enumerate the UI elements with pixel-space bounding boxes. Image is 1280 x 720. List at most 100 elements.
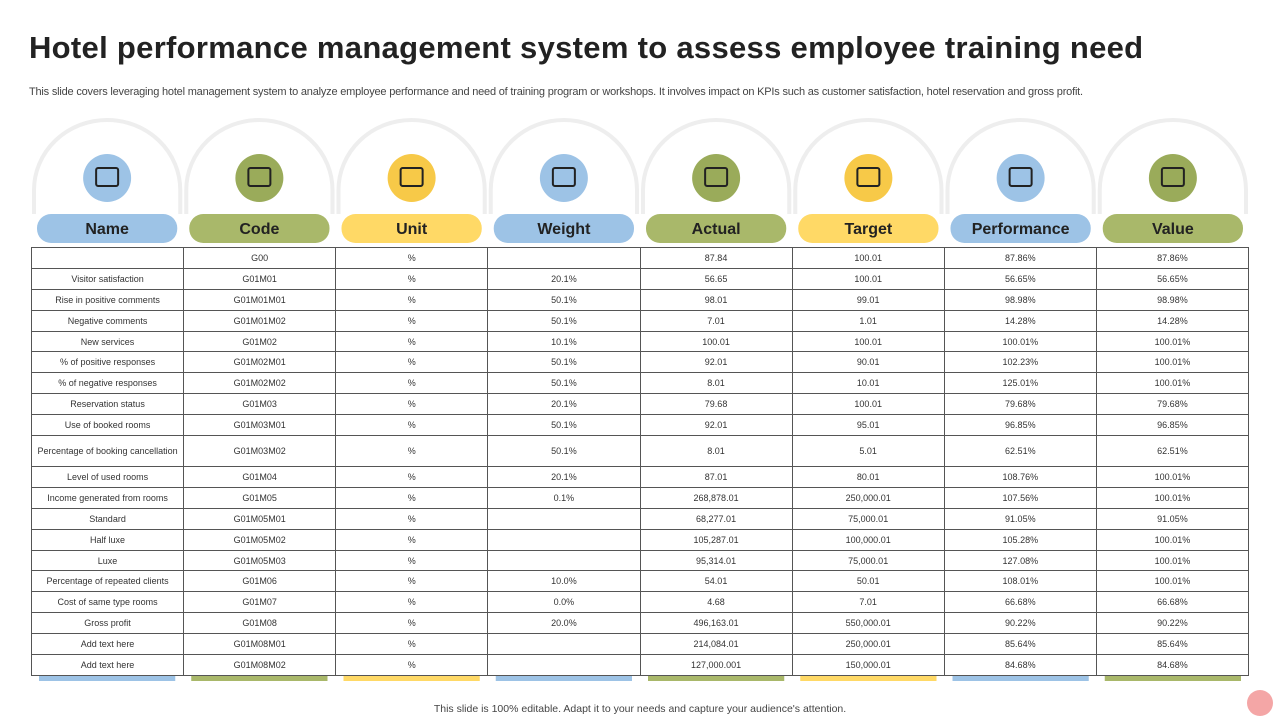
table-cell: 95.01 bbox=[791, 414, 945, 437]
icon-circle bbox=[387, 154, 436, 202]
table-cell: % bbox=[335, 414, 489, 437]
table-row: Luxe G01M05M03% 95,314.01 75,000.01 127.08% 1… bbox=[30, 549, 1250, 572]
table-cell: 84.68% bbox=[1095, 654, 1250, 676]
table-cell: 99.01 bbox=[791, 288, 945, 311]
table-cell bbox=[487, 654, 641, 676]
table-cell: 105.28% bbox=[943, 528, 1097, 551]
table-cell: 66.68% bbox=[943, 591, 1097, 614]
column-header: Target bbox=[845, 221, 893, 238]
table-cell: New services bbox=[30, 330, 185, 353]
table-cell: 91.05% bbox=[1095, 507, 1250, 530]
table-row: Cost of same type rooms G01M07% 0.0% 4.68 7.… bbox=[30, 591, 1250, 614]
table-cell: 268,878.01 bbox=[639, 486, 793, 509]
icon-circle bbox=[539, 154, 588, 202]
table-cell: % of negative responses bbox=[30, 372, 185, 395]
table-row: Negative comments G01M01M02% 50.1% 7.01 1.01… bbox=[30, 309, 1250, 332]
table-cell: 98.98% bbox=[943, 288, 1097, 311]
table-cell: % bbox=[335, 393, 489, 416]
table-cell: 250,000.01 bbox=[791, 486, 945, 509]
icon-circle bbox=[692, 154, 741, 202]
icon-glyph bbox=[704, 167, 729, 187]
bottom-bar bbox=[191, 676, 328, 681]
table-row: Visitor satisfaction G01M01% 20.1% 56.65 100… bbox=[30, 267, 1250, 290]
table-cell: % of positive responses bbox=[30, 351, 185, 374]
table-cell: % bbox=[335, 528, 489, 551]
table-cell: 496,163.01 bbox=[639, 612, 793, 635]
table-cell: % bbox=[335, 591, 489, 614]
header-pill bbox=[341, 214, 482, 243]
table-cell: 100.01% bbox=[1095, 330, 1250, 353]
table-cell: 98.01 bbox=[639, 288, 793, 311]
table-cell: 98.98% bbox=[1095, 288, 1250, 311]
table-cell: 127.08% bbox=[943, 549, 1097, 572]
table-cell: 96.85% bbox=[1095, 414, 1250, 437]
table-cell: % bbox=[335, 570, 489, 593]
table-cell: 0.1% bbox=[487, 486, 641, 509]
table-row: Percentage of repeated clients G01M06% 10.… bbox=[30, 570, 1250, 593]
table-cell: 50.1% bbox=[487, 414, 641, 437]
table-cell bbox=[487, 549, 641, 572]
table-cell: 100.01 bbox=[791, 330, 945, 353]
bottom-bar bbox=[648, 676, 785, 681]
table-cell: 100.01% bbox=[1095, 549, 1250, 572]
icon-glyph bbox=[551, 167, 576, 187]
table-cell: G01M03M02 bbox=[183, 435, 337, 468]
table-cell: 79.68% bbox=[1095, 393, 1250, 416]
table-cell: 100.01% bbox=[943, 330, 1097, 353]
table-cell: G01M08M01 bbox=[183, 633, 337, 656]
table-cell: 50.1% bbox=[487, 309, 641, 332]
table-cell: 50.1% bbox=[487, 435, 641, 468]
table-row: Income generated from rooms G01M05% 0.1% 26… bbox=[30, 486, 1250, 509]
table-row: Half luxe G01M05M02% 105,287.01 100,000.01 1… bbox=[30, 528, 1250, 551]
table-cell: 90.22% bbox=[1095, 612, 1250, 635]
table-cell: 10.1% bbox=[487, 330, 641, 353]
table-cell: 79.68% bbox=[943, 393, 1097, 416]
icon-glyph bbox=[856, 167, 881, 187]
table-cell: 5.01 bbox=[791, 435, 945, 468]
table-row: % of negative responses G01M02M02% 50.1% 8.… bbox=[30, 372, 1250, 395]
table-cell: % bbox=[335, 549, 489, 572]
column-header: Actual bbox=[692, 221, 741, 238]
table-cell: 10.0% bbox=[487, 570, 641, 593]
table-cell: 80.01 bbox=[791, 466, 945, 488]
header-pill bbox=[646, 214, 787, 243]
table-cell: 100.01 bbox=[791, 247, 945, 269]
table-cell: 79.68 bbox=[639, 393, 793, 416]
table-cell: % bbox=[335, 435, 489, 468]
table-row: Standard G01M05M01% 68,277.01 75,000.01 91.0… bbox=[30, 507, 1250, 530]
table-cell: G01M03 bbox=[183, 393, 337, 416]
icon-glyph bbox=[1008, 167, 1033, 187]
table-cell: 56.65% bbox=[1095, 267, 1250, 290]
table-cell: 50.1% bbox=[487, 288, 641, 311]
table-cell: 56.65% bbox=[943, 267, 1097, 290]
table-cell: % bbox=[335, 351, 489, 374]
table-cell: 100,000.01 bbox=[791, 528, 945, 551]
table-cell: G01M01M01 bbox=[183, 288, 337, 311]
table-cell bbox=[487, 633, 641, 656]
table-cell: 108.01% bbox=[943, 570, 1097, 593]
table-cell: 96.85% bbox=[943, 414, 1097, 437]
table-cell: 62.51% bbox=[1095, 435, 1250, 468]
table-cell: 84.68% bbox=[943, 654, 1097, 676]
table-body: G00% 87.84 100.01 87.86% 87.86% Visitor satis… bbox=[30, 247, 1250, 676]
table-cell: 85.64% bbox=[1095, 633, 1250, 656]
table-cell: 107.56% bbox=[943, 486, 1097, 509]
table-row: G00% 87.84 100.01 87.86% 87.86% bbox=[30, 247, 1250, 269]
table-cell: G01M05M02 bbox=[183, 528, 337, 551]
table-cell: Level of used rooms bbox=[30, 466, 185, 488]
table-cell: 100.01% bbox=[1095, 486, 1250, 509]
table-cell: Half luxe bbox=[30, 528, 185, 551]
table-cell: Luxe bbox=[30, 549, 185, 572]
icon-glyph bbox=[399, 167, 424, 187]
corner-dot bbox=[1247, 690, 1273, 716]
column-header: Performance bbox=[972, 221, 1070, 238]
bottom-bar bbox=[343, 676, 480, 681]
table-cell: 50.01 bbox=[791, 570, 945, 593]
header-pill bbox=[1102, 214, 1243, 243]
table-cell: 214,084.01 bbox=[639, 633, 793, 656]
table-cell: 7.01 bbox=[639, 309, 793, 332]
footer-note: This slide is 100% editable. Adapt it to… bbox=[433, 703, 847, 715]
title: Hotel performance management system to a… bbox=[29, 30, 1144, 65]
table-cell: % bbox=[335, 372, 489, 395]
